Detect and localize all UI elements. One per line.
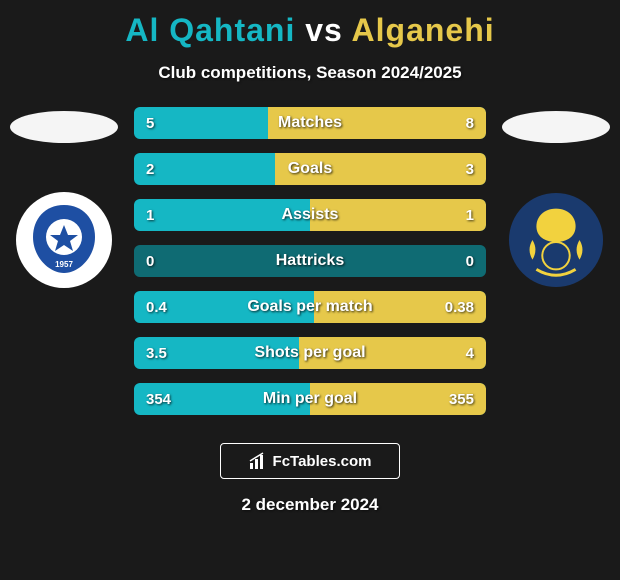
subtitle: Club competitions, Season 2024/2025 — [0, 63, 620, 83]
stat-row-shots-per-goal: 3.54Shots per goal — [134, 337, 486, 369]
comparison-title: Al Qahtani vs Alganehi — [0, 12, 620, 49]
player2-side — [496, 111, 616, 289]
player1-side: 1957 — [4, 111, 124, 289]
title-vs: vs — [305, 12, 343, 48]
stat-label: Min per goal — [134, 390, 486, 408]
stat-label: Hattricks — [134, 252, 486, 270]
stat-label: Matches — [134, 114, 486, 132]
player2-name: Alganehi — [352, 12, 495, 48]
player2-photo-placeholder — [502, 111, 610, 143]
svg-text:1957: 1957 — [55, 260, 73, 269]
stat-label: Goals per match — [134, 298, 486, 316]
chart-icon — [249, 452, 267, 470]
stat-row-goals: 23Goals — [134, 153, 486, 185]
player1-club-badge: 1957 — [15, 191, 113, 289]
stat-label: Goals — [134, 160, 486, 178]
stat-row-goals-per-match: 0.40.38Goals per match — [134, 291, 486, 323]
player1-photo-placeholder — [10, 111, 118, 143]
watermark: FcTables.com — [220, 443, 400, 479]
date-text: 2 december 2024 — [0, 495, 620, 515]
stats-column: 58Matches 23Goals 11Assists 00Hattricks 0.40… — [124, 107, 496, 415]
stat-row-matches: 58Matches — [134, 107, 486, 139]
stat-label: Assists — [134, 206, 486, 224]
stat-row-min-per-goal: 354355Min per goal — [134, 383, 486, 415]
stat-row-hattricks: 00Hattricks — [134, 245, 486, 277]
player2-club-badge — [507, 191, 605, 289]
watermark-text: FcTables.com — [273, 453, 372, 470]
stat-row-assists: 11Assists — [134, 199, 486, 231]
player1-name: Al Qahtani — [125, 12, 295, 48]
stat-label: Shots per goal — [134, 344, 486, 362]
